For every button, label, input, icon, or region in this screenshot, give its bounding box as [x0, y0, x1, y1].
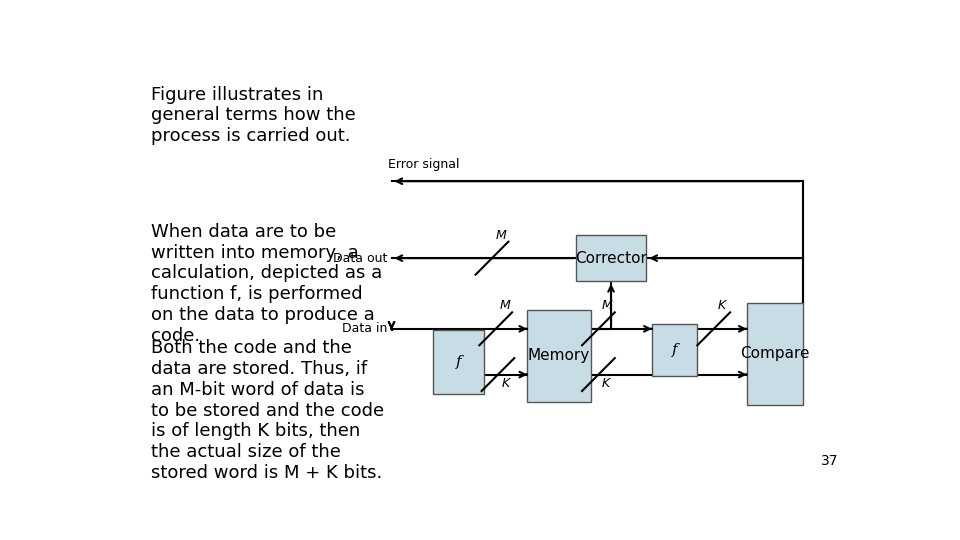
- Bar: [433, 330, 484, 394]
- Text: Both the code and the
data are stored. Thus, if
an M-bit word of data is
to be s: Both the code and the data are stored. T…: [152, 339, 384, 482]
- Text: Memory: Memory: [528, 348, 590, 363]
- Bar: [576, 235, 646, 281]
- Text: K: K: [717, 299, 726, 312]
- Bar: [527, 310, 590, 402]
- Text: K: K: [602, 377, 611, 390]
- Text: Error signal: Error signal: [388, 158, 459, 171]
- Text: Figure illustrates in
general terms how the
process is carried out.: Figure illustrates in general terms how …: [152, 85, 356, 145]
- Text: f: f: [671, 342, 677, 356]
- Bar: [652, 323, 697, 376]
- Text: Data in: Data in: [343, 322, 388, 335]
- Text: 37: 37: [821, 454, 838, 468]
- Bar: [747, 303, 803, 404]
- Text: K: K: [502, 377, 510, 390]
- Text: Data out: Data out: [333, 252, 388, 265]
- Text: M: M: [602, 299, 612, 312]
- Text: M: M: [499, 299, 510, 312]
- Text: Compare: Compare: [740, 346, 809, 361]
- Text: When data are to be
written into memory, a
calculation, depicted as a
function f: When data are to be written into memory,…: [152, 223, 382, 345]
- Text: Corrector: Corrector: [575, 251, 647, 266]
- Text: M: M: [495, 228, 507, 241]
- Text: f: f: [456, 355, 462, 369]
